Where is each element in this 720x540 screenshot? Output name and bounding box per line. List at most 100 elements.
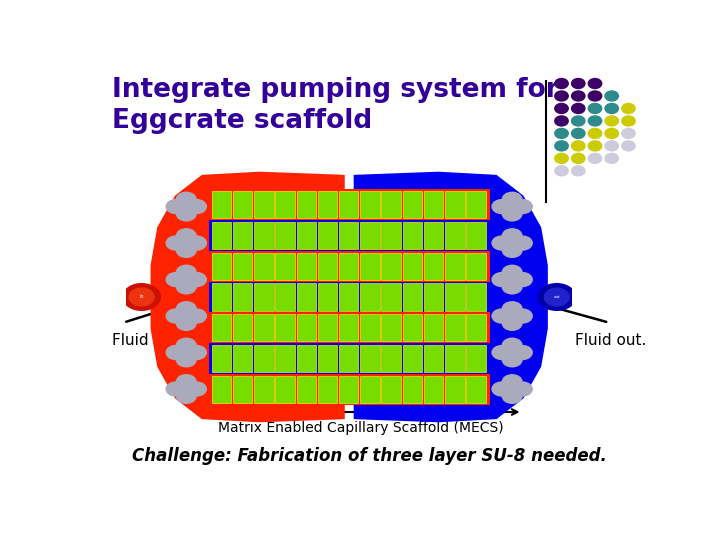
Bar [339, 345, 359, 372]
Circle shape [186, 346, 207, 360]
Bar [424, 314, 444, 341]
Bar [445, 314, 464, 341]
Circle shape [555, 116, 568, 126]
Circle shape [503, 302, 522, 316]
Circle shape [176, 200, 196, 213]
Bar [209, 374, 490, 405]
Circle shape [622, 116, 635, 126]
Bar [212, 314, 231, 341]
Bar [254, 253, 274, 280]
Circle shape [503, 353, 522, 367]
Circle shape [588, 153, 602, 163]
Bar [445, 222, 464, 249]
Circle shape [572, 78, 585, 89]
Circle shape [186, 236, 207, 250]
Bar [445, 191, 464, 218]
Circle shape [176, 236, 196, 250]
Circle shape [503, 375, 522, 389]
Circle shape [503, 265, 522, 279]
Bar [382, 191, 401, 218]
Bar [254, 314, 274, 341]
Circle shape [186, 309, 207, 323]
Text: out: out [554, 295, 560, 299]
Bar [209, 343, 490, 374]
Bar [209, 313, 490, 343]
Polygon shape [150, 172, 345, 422]
Circle shape [186, 382, 207, 396]
Bar [402, 222, 422, 249]
Circle shape [555, 141, 568, 151]
Bar [339, 253, 359, 280]
Circle shape [503, 200, 522, 213]
Bar [318, 191, 337, 218]
Circle shape [176, 309, 196, 323]
Bar [339, 284, 359, 310]
Circle shape [176, 192, 196, 206]
Bar [212, 284, 231, 310]
Bar [209, 189, 490, 220]
Circle shape [176, 389, 196, 403]
Bar [254, 191, 274, 218]
Bar [360, 284, 379, 310]
Bar [424, 284, 444, 310]
Bar [402, 253, 422, 280]
Bar [424, 191, 444, 218]
Circle shape [572, 166, 585, 176]
Bar [297, 314, 316, 341]
Circle shape [572, 153, 585, 163]
Bar [382, 253, 401, 280]
Circle shape [166, 273, 186, 287]
Circle shape [513, 346, 532, 360]
Circle shape [503, 244, 522, 258]
Bar [209, 281, 490, 313]
Circle shape [572, 141, 585, 151]
Bar [297, 253, 316, 280]
Circle shape [503, 389, 522, 403]
Bar [254, 376, 274, 403]
Circle shape [622, 129, 635, 138]
Bar [297, 284, 316, 310]
Bar [382, 376, 401, 403]
Bar [467, 222, 486, 249]
Bar [424, 345, 444, 372]
Bar [445, 376, 464, 403]
Circle shape [555, 166, 568, 176]
Bar [467, 253, 486, 280]
Bar [209, 251, 490, 281]
Circle shape [605, 104, 618, 113]
Bar [360, 314, 379, 341]
Circle shape [588, 116, 602, 126]
Bar [339, 222, 359, 249]
Bar [382, 314, 401, 341]
Circle shape [503, 207, 522, 221]
Bar [445, 284, 464, 310]
Bar [233, 314, 253, 341]
Circle shape [503, 280, 522, 294]
Bar [254, 284, 274, 310]
Circle shape [572, 116, 585, 126]
Bar [424, 253, 444, 280]
Bar [209, 220, 490, 251]
Circle shape [492, 382, 512, 396]
Bar [233, 345, 253, 372]
Circle shape [503, 338, 522, 352]
Bar [445, 253, 464, 280]
Circle shape [572, 91, 585, 101]
Bar [233, 376, 253, 403]
Circle shape [544, 288, 570, 306]
Bar [233, 284, 253, 310]
Bar [402, 314, 422, 341]
Circle shape [555, 129, 568, 138]
Circle shape [492, 309, 512, 323]
Circle shape [588, 78, 602, 89]
Circle shape [176, 375, 196, 389]
Circle shape [605, 129, 618, 138]
Circle shape [503, 346, 522, 360]
Bar [360, 253, 379, 280]
Circle shape [129, 288, 154, 306]
Circle shape [176, 265, 196, 279]
Circle shape [588, 129, 602, 138]
Bar [445, 345, 464, 372]
Bar [467, 314, 486, 341]
Circle shape [166, 200, 186, 213]
